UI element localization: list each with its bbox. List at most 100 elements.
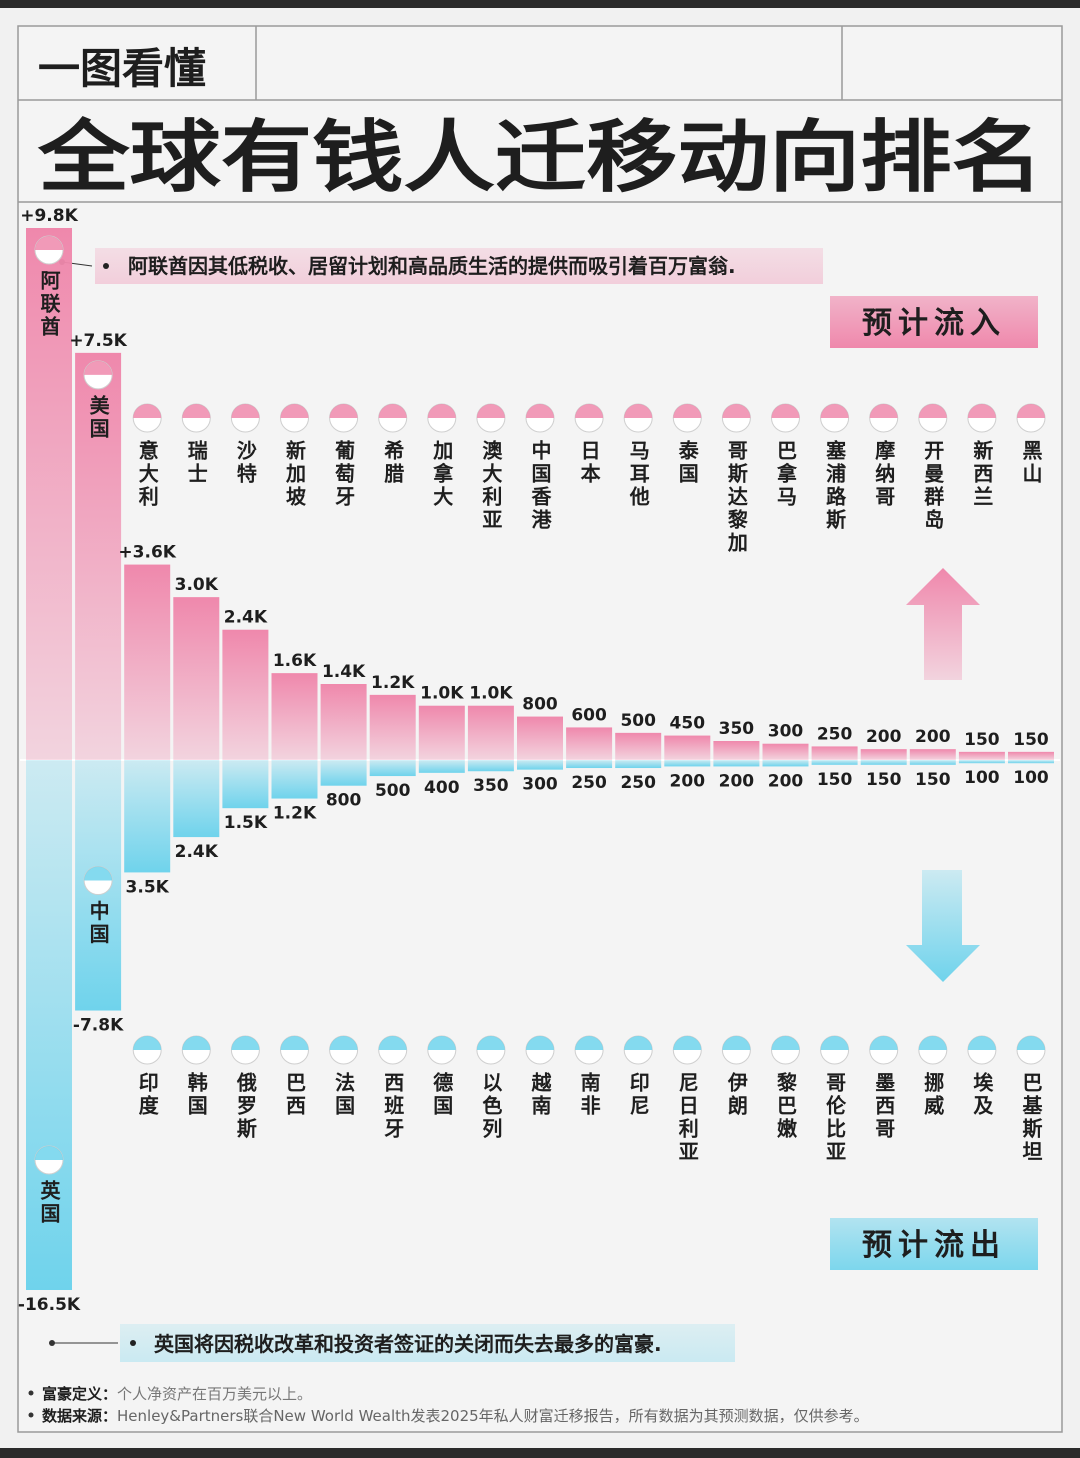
legend-label: 预计流入	[862, 306, 1006, 341]
flag	[820, 1036, 849, 1050]
flag	[526, 404, 554, 418]
country-label: 开曼群岛	[921, 440, 945, 532]
value-label: +7.5K	[69, 331, 127, 351]
flag	[378, 1036, 407, 1050]
value-label: 1.2K	[273, 804, 317, 824]
note-label: 富豪定义：	[42, 1385, 117, 1403]
flag	[575, 1036, 604, 1050]
value-label: 800	[326, 791, 362, 811]
value-label: 1.6K	[273, 651, 317, 671]
value-label: 3.5K	[126, 877, 170, 897]
value-label: -7.8K	[73, 1016, 124, 1036]
value-label: 150	[964, 730, 1000, 750]
value-label: 150	[866, 770, 902, 790]
bar	[664, 760, 711, 767]
note-text: 个人净资产在百万美元以上。	[117, 1385, 312, 1403]
bar	[369, 760, 416, 777]
value-label: 1.2K	[371, 673, 415, 693]
country-label: 加拿大	[430, 440, 454, 509]
note: 数据来源：Henley&Partners联合New World Wealth发表…	[42, 1407, 869, 1425]
flag	[967, 404, 996, 418]
country-label: 中国	[86, 899, 110, 946]
bar	[713, 741, 760, 760]
country-label: 新西兰	[970, 439, 994, 509]
country-label: 意大利	[135, 439, 159, 509]
flag	[329, 404, 358, 418]
country-label: 巴西	[283, 1072, 307, 1118]
value-label: 200	[768, 771, 804, 791]
bar	[909, 760, 956, 765]
flag	[280, 404, 309, 418]
country-label: 澳大利亚	[479, 439, 503, 532]
country-label: 韩国	[184, 1071, 208, 1118]
note-label: 数据来源：	[42, 1407, 117, 1425]
bar	[566, 760, 613, 769]
bar	[369, 694, 416, 760]
country-label: 伊朗	[724, 1072, 748, 1118]
flag	[133, 1036, 162, 1050]
country-label: 马耳他	[626, 440, 650, 509]
flag	[967, 1036, 996, 1050]
bar	[271, 760, 318, 799]
flag	[231, 1036, 260, 1050]
legend-box	[830, 296, 1038, 348]
value-label: 200	[719, 771, 755, 791]
country-label: 塞浦路斯	[823, 439, 847, 532]
value-label: 100	[964, 768, 1000, 788]
flag	[182, 404, 211, 418]
bar	[75, 352, 122, 760]
flag	[476, 404, 505, 418]
bar	[418, 705, 465, 760]
country-label: 印度	[135, 1072, 159, 1118]
country-label: 南非	[577, 1072, 601, 1118]
country-label: 哥斯达黎加	[724, 440, 748, 555]
country-label: 巴拿马	[774, 440, 798, 509]
flag	[820, 404, 849, 418]
bar	[811, 746, 858, 760]
annotation: 英国将因税收改革和投资者签证的关闭而失去最多的富豪.	[154, 1332, 662, 1356]
country-label: 挪威	[921, 1072, 945, 1118]
bar	[566, 727, 613, 760]
header: 一图看懂	[38, 44, 206, 93]
bar	[173, 597, 220, 760]
flag	[771, 404, 800, 418]
bar	[1008, 760, 1054, 764]
flag	[526, 1036, 554, 1050]
country-label: 新加坡	[283, 439, 307, 509]
flag	[673, 404, 702, 418]
annotation: 阿联酋因其低税收、居留计划和高品质生活的提供而吸引着百万富翁.	[128, 254, 736, 278]
bullet	[103, 263, 109, 269]
bar	[860, 749, 907, 760]
value-label: 250	[817, 724, 853, 744]
country-label: 日本	[577, 440, 601, 486]
country-label: 阿联酋	[37, 270, 61, 339]
note-text: Henley&Partners联合New World Wealth发表2025年…	[117, 1407, 869, 1425]
bar	[124, 564, 171, 760]
bar	[909, 749, 956, 760]
flag	[427, 1036, 456, 1050]
country-label: 葡萄牙	[332, 440, 356, 509]
bar	[713, 760, 760, 767]
country-label: 泰国	[675, 439, 699, 486]
flag	[918, 1036, 947, 1050]
country-label: 以色列	[479, 1072, 503, 1141]
flag	[329, 1036, 358, 1050]
flag	[1017, 404, 1045, 418]
value-label: 500	[620, 711, 656, 731]
bar	[222, 760, 269, 809]
value-label: 800	[522, 695, 558, 715]
value-label: 200	[915, 727, 951, 747]
value-label: 1.5K	[224, 813, 268, 833]
value-label: 150	[915, 770, 951, 790]
bar	[517, 760, 563, 770]
flag	[624, 1036, 653, 1050]
flag	[722, 404, 751, 418]
country-label: 越南	[528, 1071, 552, 1118]
bar	[958, 751, 1005, 760]
bar	[271, 673, 318, 760]
bar	[762, 743, 809, 760]
bar	[958, 760, 1005, 764]
value-label: 600	[571, 705, 607, 725]
flag	[35, 1146, 63, 1160]
bar	[615, 732, 662, 760]
